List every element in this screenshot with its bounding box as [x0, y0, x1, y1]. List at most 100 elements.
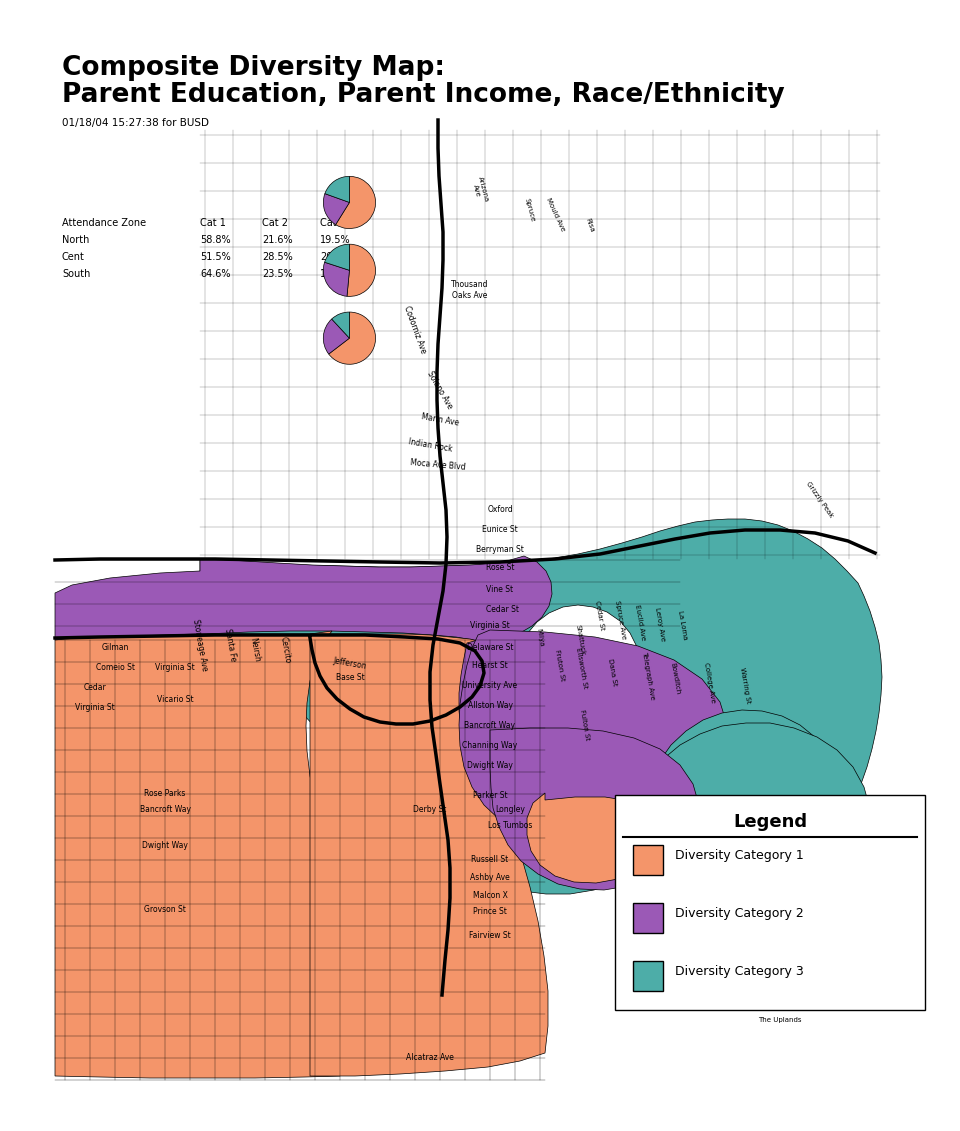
Text: Fulton St: Fulton St [579, 709, 590, 741]
Text: Fairview St: Fairview St [469, 931, 511, 940]
Wedge shape [324, 319, 349, 354]
Text: Eunice St: Eunice St [482, 526, 517, 535]
Polygon shape [459, 630, 728, 844]
Text: Grizzly Peak: Grizzly Peak [823, 913, 857, 947]
Wedge shape [324, 262, 349, 296]
Text: Solano Ave: Solano Ave [425, 370, 454, 411]
Text: Johnson: Johnson [751, 998, 779, 1003]
Text: Ellsworth St: Ellsworth St [575, 647, 588, 689]
Text: Telegraph Ave: Telegraph Ave [641, 651, 655, 700]
Text: 51.5%: 51.5% [200, 252, 230, 262]
Text: Cat 1: Cat 1 [200, 218, 226, 228]
Text: College Ave: College Ave [704, 663, 716, 703]
Text: 11.9%: 11.9% [320, 269, 350, 279]
Bar [633, 903, 663, 933]
Text: Cercito: Cercito [278, 636, 292, 664]
Wedge shape [332, 312, 349, 338]
Text: 21.6%: 21.6% [262, 235, 293, 245]
Text: Cat 2: Cat 2 [262, 218, 288, 228]
Text: Vicario St: Vicario St [156, 696, 193, 705]
Text: Arizona
Ave: Arizona Ave [470, 175, 490, 205]
Text: Risa: Risa [585, 217, 595, 233]
Text: Ashby Ave: Ashby Ave [470, 873, 510, 882]
Text: Moca Ave Blvd: Moca Ave Blvd [410, 458, 466, 472]
Polygon shape [527, 793, 660, 883]
Text: University Ave: University Ave [463, 681, 517, 690]
Text: Shattuck: Shattuck [574, 624, 586, 656]
Polygon shape [55, 631, 352, 1078]
Polygon shape [55, 556, 552, 696]
Text: Bowditch: Bowditch [669, 663, 681, 696]
Text: Leroy Ave: Leroy Ave [654, 606, 666, 641]
Bar [633, 845, 663, 875]
Text: Stoneage Ave: Stoneage Ave [191, 619, 209, 672]
Text: Cedar St: Cedar St [594, 599, 606, 630]
Text: Mould Ave: Mould Ave [544, 198, 565, 233]
Text: Rose St: Rose St [486, 563, 515, 572]
Text: Berryman St: Berryman St [476, 545, 524, 554]
Text: Malcon X: Malcon X [472, 890, 508, 899]
Text: Santa Fe: Santa Fe [223, 628, 237, 662]
Text: Enminon: Enminon [714, 957, 745, 962]
Text: Virginia St: Virginia St [75, 703, 115, 713]
Wedge shape [324, 244, 349, 270]
Text: Indian Rock: Indian Rock [407, 437, 453, 454]
Text: 23.5%: 23.5% [262, 269, 293, 279]
Text: Parker St: Parker St [472, 791, 507, 800]
Bar [633, 961, 663, 991]
Text: Vine St: Vine St [487, 586, 514, 595]
Text: Marin Ave: Marin Ave [420, 413, 460, 428]
Text: Park Hills: Park Hills [789, 896, 821, 915]
Text: Spruce Ave: Spruce Ave [613, 601, 626, 640]
Text: South: South [62, 269, 90, 279]
Polygon shape [310, 634, 548, 1076]
Text: Bancroft Way: Bancroft Way [139, 805, 190, 814]
Text: Hearst St: Hearst St [472, 661, 508, 670]
Text: Longley: Longley [495, 805, 525, 814]
Text: Lagune: Lagune [717, 972, 743, 978]
Text: Rose Parks: Rose Parks [144, 788, 185, 797]
Text: Milya: Milya [536, 629, 544, 648]
Text: 19.5%: 19.5% [320, 235, 350, 245]
Text: Comeio St: Comeio St [95, 664, 134, 673]
Wedge shape [324, 176, 349, 202]
Text: Gilman: Gilman [102, 644, 129, 653]
Polygon shape [645, 857, 882, 959]
Text: Jefferson: Jefferson [332, 656, 368, 671]
Wedge shape [324, 193, 349, 225]
Text: Oxford: Oxford [487, 506, 513, 515]
Text: Diversity Category 1: Diversity Category 1 [675, 849, 804, 862]
Text: Codorniz Ave: Codorniz Ave [402, 305, 428, 355]
Text: Spruce: Spruce [524, 198, 536, 223]
Text: Dana St: Dana St [607, 658, 617, 687]
Text: Diversity Category 2: Diversity Category 2 [675, 907, 804, 920]
Bar [615, 795, 925, 1010]
Text: Neirsh: Neirsh [249, 637, 261, 663]
Text: Euclid Ave: Euclid Ave [634, 604, 646, 640]
Text: Base St: Base St [336, 673, 365, 682]
Text: Channing Way: Channing Way [463, 741, 517, 750]
Text: Russell St: Russell St [471, 855, 509, 864]
Text: Warring St: Warring St [739, 666, 751, 703]
Text: Virginia St: Virginia St [470, 621, 510, 630]
Text: Thousand
Oaks Ave: Thousand Oaks Ave [451, 280, 489, 300]
Text: Grizzly Peak: Grizzly Peak [805, 481, 834, 519]
Text: Delaware St: Delaware St [467, 644, 514, 653]
Text: Prince St: Prince St [473, 907, 507, 916]
Text: 28.5%: 28.5% [262, 252, 293, 262]
Text: Attendance Zone: Attendance Zone [62, 218, 146, 228]
Text: Composite Diversity Map:: Composite Diversity Map: [62, 55, 445, 81]
Text: Diversity Category 3: Diversity Category 3 [675, 965, 804, 978]
Wedge shape [336, 176, 375, 228]
Text: Grovson St: Grovson St [144, 906, 186, 915]
Text: Cent: Cent [62, 252, 84, 262]
Text: Cat 3: Cat 3 [320, 218, 346, 228]
Text: 01/18/04 15:27:38 for BUSD: 01/18/04 15:27:38 for BUSD [62, 118, 209, 128]
Text: 64.6%: 64.6% [200, 269, 230, 279]
Text: Fruton St: Fruton St [554, 649, 565, 681]
Text: North: North [62, 235, 89, 245]
Text: Dwight Way: Dwight Way [142, 840, 188, 849]
Text: Legend: Legend [732, 813, 807, 831]
Text: Bancroft Way: Bancroft Way [465, 720, 516, 729]
Text: Parent Education, Parent Income, Race/Ethnicity: Parent Education, Parent Income, Race/Et… [62, 83, 784, 107]
